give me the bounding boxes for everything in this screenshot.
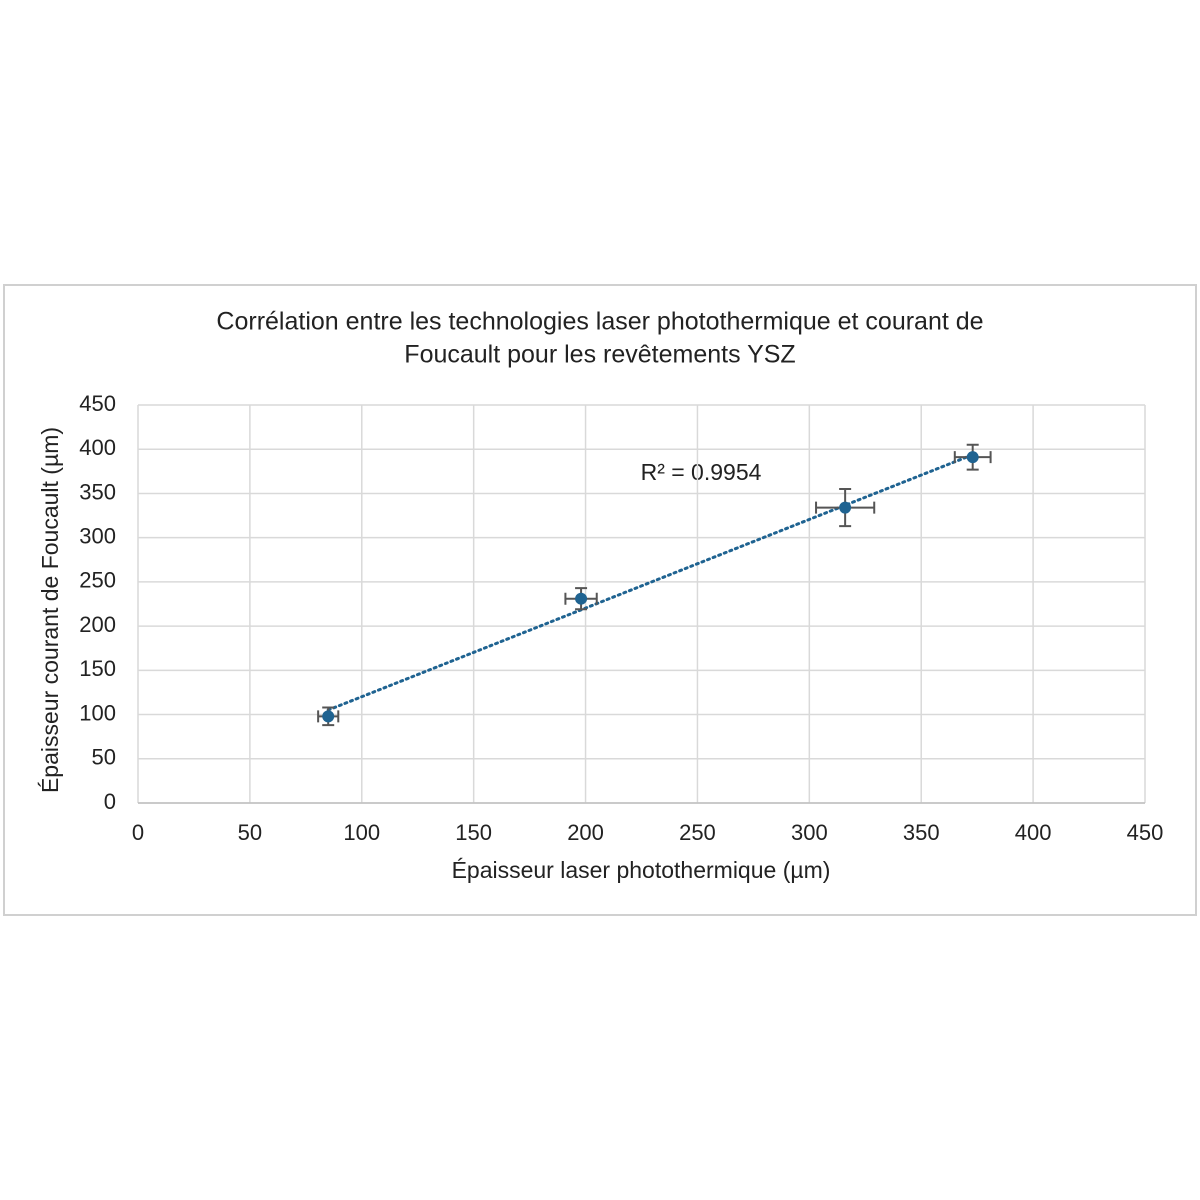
y-axis-label: Épaisseur courant de Foucault (µm): [37, 427, 63, 793]
y-tick-label: 400: [79, 435, 116, 460]
point: [575, 592, 588, 605]
x-tick-label: 450: [1127, 820, 1164, 845]
x-tick-label: 100: [343, 820, 380, 845]
y-tick-label: 200: [79, 612, 116, 637]
x-tick-label: 350: [903, 820, 940, 845]
y-tick-label: 0: [104, 789, 116, 814]
point: [966, 451, 979, 464]
y-tick-label: 250: [79, 568, 116, 593]
x-tick-label: 300: [791, 820, 828, 845]
x-axis-label: Épaisseur laser photothermique (µm): [452, 857, 831, 883]
y-tick-label: 150: [79, 656, 116, 681]
y-tick-label: 100: [79, 700, 116, 725]
x-tick-label: 50: [238, 820, 262, 845]
point: [322, 710, 335, 723]
annotation: R² = 0.9954: [641, 459, 762, 485]
y-tick-label: 50: [92, 745, 116, 770]
chart-title: Corrélation entre les technologies laser…: [216, 308, 983, 336]
point: [839, 501, 852, 514]
chart-frame: [3, 284, 1197, 916]
trendline: [326, 453, 975, 712]
y-tick-label: 350: [79, 479, 116, 504]
x-tick-label: 250: [679, 820, 716, 845]
x-tick-label: 200: [567, 820, 604, 845]
y-tick-label: 300: [79, 523, 116, 548]
x-tick-label: 150: [455, 820, 492, 845]
y-tick-label: 450: [79, 391, 116, 416]
x-tick-label: 400: [1015, 820, 1052, 845]
x-tick-label: 0: [132, 820, 144, 845]
chart-title: Foucault pour les revêtements YSZ: [404, 341, 795, 369]
